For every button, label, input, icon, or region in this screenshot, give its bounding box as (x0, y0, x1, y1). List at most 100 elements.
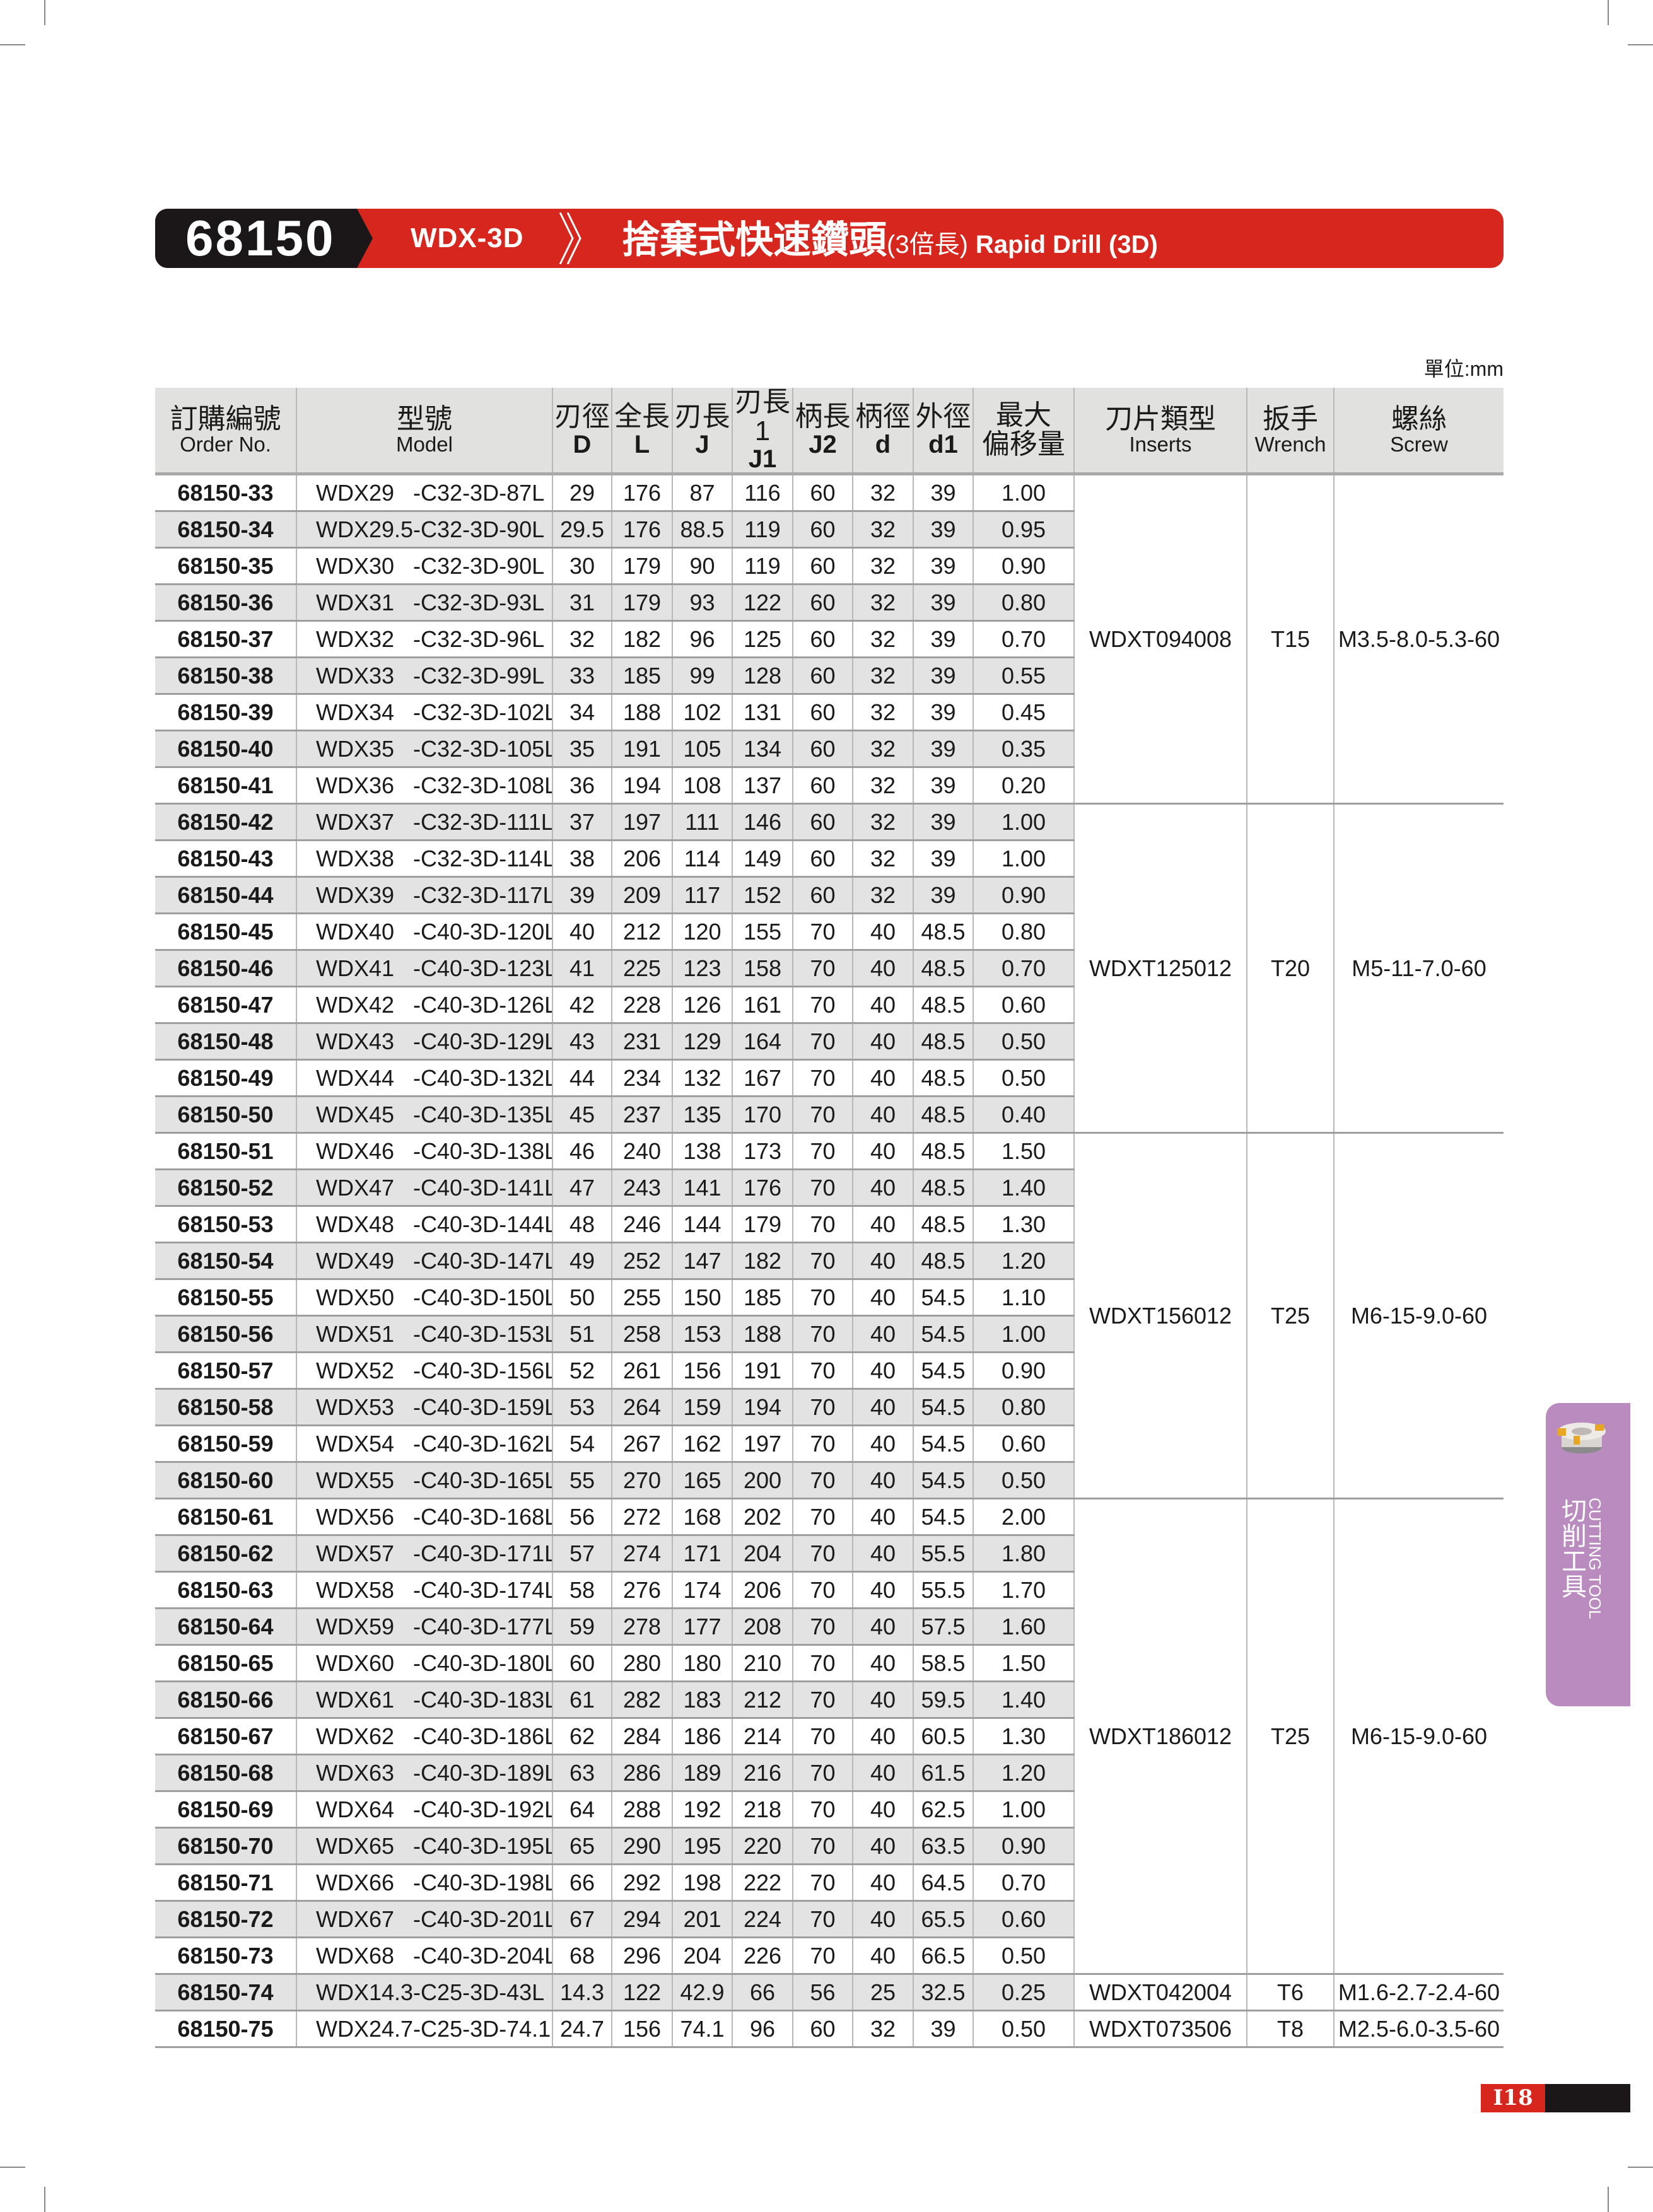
table-row: 68150-61 WDX56 -C40-3D-168L 56 272 168 202 70 4… (155, 1498, 1504, 1976)
cell-l: 264 (611, 1388, 672, 1427)
cell-j1: 158 (732, 950, 793, 988)
cell-d: 64 (552, 1791, 612, 1829)
cell-j1: 131 (732, 694, 793, 732)
cell-max-offset: 1.30 (973, 1206, 1074, 1244)
table-row: 68150-35 WDX30 -C32-3D-90L 30 179 90 119 60 32 3… (155, 547, 1504, 586)
column-header: 全長 L (611, 388, 672, 476)
cell-j2: 70 (792, 1644, 853, 1683)
section-tab[interactable]: 切削工具 CUTTING TOOL (1546, 1403, 1630, 1706)
cell-d: 29.5 (552, 511, 612, 549)
cell-j2: 70 (792, 1535, 853, 1573)
cell-l: 176 (611, 511, 672, 549)
cell-d1: 39 (913, 474, 973, 513)
header-zh: 柄徑 (855, 401, 911, 433)
crop-mark (1628, 2167, 1653, 2168)
cell-j1: 116 (732, 474, 793, 513)
cell-d: 42 (552, 986, 612, 1025)
model: WDX47 -C40-3D-141L (296, 1169, 552, 1208)
cell-max-offset: 0.35 (973, 730, 1074, 769)
cell-shank-d: 40 (852, 1608, 913, 1646)
cell-j2: 70 (792, 1498, 853, 1537)
cell-j: 42.9 (672, 1974, 732, 2012)
cell-j: 153 (672, 1315, 732, 1354)
order-no: 68150-42 (155, 803, 296, 842)
cell-l: 206 (611, 840, 672, 878)
model: WDX49 -C40-3D-147L (296, 1242, 552, 1281)
cell-j: 114 (672, 840, 732, 878)
cell-shank-d: 32 (852, 840, 913, 878)
cell-shank-d: 32 (852, 657, 913, 696)
model: WDX58 -C40-3D-174L (296, 1571, 552, 1610)
cell-j: 141 (672, 1169, 732, 1208)
cell-max-offset: 1.00 (973, 474, 1074, 513)
cell-l: 296 (611, 1937, 672, 1976)
cell-max-offset: 0.50 (973, 1937, 1074, 1976)
cell-max-offset: 1.00 (973, 1315, 1074, 1354)
cell-j1: 222 (732, 1864, 793, 1902)
cell-j1: 212 (732, 1681, 793, 1720)
cell-j: 195 (672, 1827, 732, 1866)
column-header: 柄長 J2 (792, 388, 853, 476)
cell-d1: 48.5 (913, 1132, 973, 1171)
cell-j: 129 (672, 1023, 732, 1061)
cell-l: 182 (611, 620, 672, 659)
cell-max-offset: 0.90 (973, 876, 1074, 915)
order-no: 68150-61 (155, 1498, 296, 1537)
table-header: 訂購編號 Order No. 型號 Model 刃徑 D 全長 L 刃長 J 刃長1 J1 柄長 J2 柄徑… (155, 387, 1504, 476)
header-en: Screw (1390, 432, 1448, 456)
cell-j2: 70 (792, 913, 853, 952)
order-no: 68150-71 (155, 1864, 296, 1902)
model: WDX32 -C32-3D-96L (296, 620, 552, 659)
cell-max-offset: 0.80 (973, 913, 1074, 952)
cell-j1: 173 (732, 1132, 793, 1171)
cell-d1: 48.5 (913, 1169, 973, 1208)
table-row: 68150-72 WDX67 -C40-3D-201L 67 294 201 224 70 4… (155, 1901, 1504, 1939)
column-header: 刃徑 D (552, 388, 612, 476)
cell-j: 135 (672, 1096, 732, 1134)
cell-j2: 70 (792, 1754, 853, 1793)
cell-max-offset: 0.60 (973, 1425, 1074, 1464)
cell-j: 99 (672, 657, 732, 696)
table-row: 68150-42 WDX37 -C32-3D-111L 37 197 111 146 60 3… (155, 803, 1504, 1134)
cell-l: 225 (611, 950, 672, 988)
cell-j2: 70 (792, 1132, 853, 1171)
cell-j: 102 (672, 694, 732, 732)
cell-d1: 39 (913, 730, 973, 769)
model: WDX41 -C40-3D-123L (296, 950, 552, 988)
header-zh: 訂購編號 (170, 403, 281, 434)
cell-shank-d: 40 (852, 1827, 913, 1866)
cell-max-offset: 0.90 (973, 1352, 1074, 1390)
header-en: Wrench (1254, 432, 1326, 456)
order-no: 68150-72 (155, 1901, 296, 1939)
cell-d: 40 (552, 913, 612, 952)
order-no: 68150-57 (155, 1352, 296, 1390)
cell-d1: 48.5 (913, 950, 973, 988)
order-no: 68150-43 (155, 840, 296, 878)
cell-d: 29 (552, 474, 612, 513)
crop-mark (44, 2187, 45, 2212)
cell-d1: 63.5 (913, 1827, 973, 1866)
cell-max-offset: 1.00 (973, 840, 1074, 878)
cell-j: 123 (672, 950, 732, 988)
cell-d1: 54.5 (913, 1315, 973, 1354)
cell-d: 65 (552, 1827, 612, 1866)
cell-shank-d: 40 (852, 1388, 913, 1427)
cell-l: 191 (611, 730, 672, 769)
cell-shank-d: 32 (852, 2010, 913, 2049)
header-sym: d1 (928, 431, 958, 459)
cell-shank-d: 40 (852, 1644, 913, 1683)
cell-j1: 194 (732, 1388, 793, 1427)
model: WDX66 -C40-3D-198L (296, 1864, 552, 1902)
table-row: 68150-50 WDX45 -C40-3D-135L 45 237 135 170 70 4… (155, 1096, 1504, 1134)
table-row: 68150-54 WDX49 -C40-3D-147L 49 252 147 182 70 4… (155, 1242, 1504, 1281)
model: WDX30 -C32-3D-90L (296, 547, 552, 586)
table-row: 68150-37 WDX32 -C32-3D-96L 32 182 96 125 60 32 3… (155, 620, 1504, 659)
cell-l: 282 (611, 1681, 672, 1720)
cell-j: 126 (672, 986, 732, 1025)
header-sym: J2 (809, 431, 837, 459)
table-row: 68150-68 WDX63 -C40-3D-189L 63 286 189 216 70 4… (155, 1754, 1504, 1793)
cell-j: 180 (672, 1644, 732, 1683)
cell-max-offset: 0.60 (973, 1901, 1074, 1939)
cell-l: 280 (611, 1644, 672, 1683)
model: WDX60 -C40-3D-180L (296, 1644, 552, 1683)
